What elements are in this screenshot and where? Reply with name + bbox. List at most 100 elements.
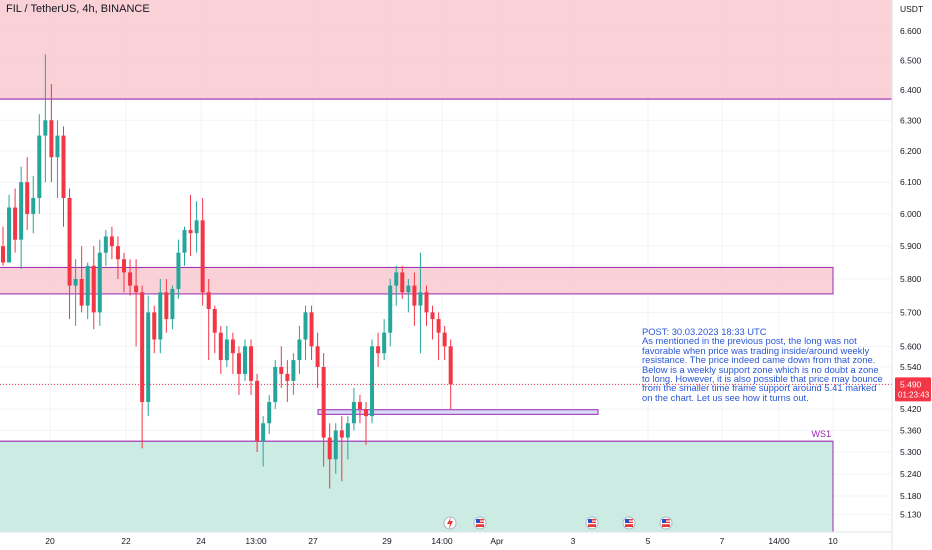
candle — [140, 285, 145, 449]
price-tick-label: 5.700 — [900, 307, 922, 317]
lightning-icon[interactable] — [443, 516, 457, 530]
candle-body — [61, 135, 66, 198]
candle-body — [43, 120, 48, 136]
candle — [418, 252, 423, 354]
note-line: Below is a weekly support zone which is … — [642, 363, 879, 375]
candle — [115, 236, 120, 279]
price-tick-label: 6.100 — [900, 177, 922, 187]
note-line: resistance. The price indeed came down f… — [642, 354, 876, 366]
candles — [1, 54, 453, 489]
candle-body — [188, 229, 193, 234]
price-tick-label: 6.500 — [900, 55, 922, 65]
time-tick-label: 24 — [196, 536, 206, 546]
candle-body — [442, 332, 447, 347]
candle-body — [128, 272, 133, 286]
candle-body — [134, 285, 139, 293]
candle — [7, 194, 12, 263]
price-tick-label: 5.130 — [900, 510, 922, 520]
candle-body — [31, 197, 36, 214]
candle — [212, 305, 217, 354]
candle-body — [25, 182, 30, 214]
candle-body — [273, 367, 278, 402]
candle-body — [19, 182, 24, 240]
candle-body — [194, 220, 199, 234]
candle-body — [73, 278, 78, 286]
candle — [412, 272, 417, 326]
time-axis: 20 22 24 13:00 27 29 14:00 Apr 3 5 7 14/00 10 — [0, 531, 892, 546]
note-line: to long. However, it is also possible th… — [642, 373, 883, 385]
candle — [43, 54, 48, 183]
candle-body — [321, 367, 326, 438]
price-axis: USDT 6.600 6.500 6.400 6.300 6.200 6.100 6.000 5… — [891, 0, 923, 550]
candle-body — [49, 120, 54, 158]
event-icons — [443, 516, 673, 530]
candle-body — [400, 272, 405, 293]
price-tick-label: 6.600 — [900, 26, 922, 36]
candle-body — [448, 346, 453, 385]
candle-body — [436, 319, 441, 333]
candle — [309, 305, 314, 361]
time-tick-label: 13:00 — [245, 536, 267, 546]
candle-body — [267, 401, 272, 424]
time-tick-label: 10 — [828, 536, 838, 546]
candle — [19, 166, 24, 270]
candle-body — [388, 285, 393, 333]
candle — [224, 325, 229, 368]
candle — [327, 423, 332, 489]
candle — [31, 175, 36, 234]
candle-body — [255, 380, 260, 442]
candle-body — [382, 332, 387, 354]
note-line: As mentioned in the previous post, the l… — [642, 335, 857, 347]
candle-body — [243, 346, 247, 374]
candle-body — [291, 360, 296, 381]
candle-body — [79, 278, 84, 306]
candle — [315, 332, 320, 388]
candle-body — [224, 339, 229, 361]
us-flag-icon[interactable] — [659, 516, 673, 530]
candle — [297, 325, 302, 374]
us-flag-icon[interactable] — [622, 516, 636, 530]
candle-body — [357, 401, 362, 410]
candle-body — [303, 312, 308, 340]
candle — [236, 346, 241, 395]
candle — [448, 339, 453, 410]
candle — [424, 285, 429, 326]
note-line: on the chart. Let us see how it turns ou… — [642, 391, 809, 403]
candle-body — [364, 409, 368, 417]
candle — [218, 325, 223, 374]
candle — [152, 305, 157, 354]
candle — [206, 278, 211, 361]
resistance-top-zone — [0, 0, 892, 100]
candle — [146, 295, 151, 417]
candle-body — [200, 220, 205, 293]
candle — [285, 360, 290, 402]
candle-body — [103, 236, 108, 253]
price-tick-label: 5.540 — [900, 362, 922, 372]
candle — [339, 416, 344, 482]
candle-body — [85, 265, 90, 306]
price-badge-countdown: 01:23:43 — [898, 390, 930, 399]
candle-body — [315, 346, 320, 368]
candle-body — [7, 207, 12, 263]
candle-body — [13, 207, 18, 240]
zone-label-ws1: WS1 — [811, 429, 831, 439]
us-flag-icon[interactable] — [585, 516, 599, 530]
candle-body — [140, 292, 145, 402]
time-tick-label: Apr — [490, 536, 503, 546]
candle — [261, 416, 266, 467]
candle — [37, 114, 42, 214]
candle — [49, 84, 54, 183]
candle — [67, 188, 72, 320]
candle-body — [406, 285, 411, 293]
us-flag-icon[interactable] — [473, 516, 487, 530]
price-tick-label: 6.200 — [900, 146, 922, 156]
time-tick-label: 5 — [646, 536, 651, 546]
candle — [164, 278, 169, 333]
candle — [273, 360, 278, 410]
weekly-resistance-zone — [0, 266, 834, 295]
time-tick-label: 14/00 — [768, 536, 790, 546]
candle-body — [230, 339, 235, 354]
candle — [430, 305, 435, 340]
candle-body — [146, 312, 151, 402]
